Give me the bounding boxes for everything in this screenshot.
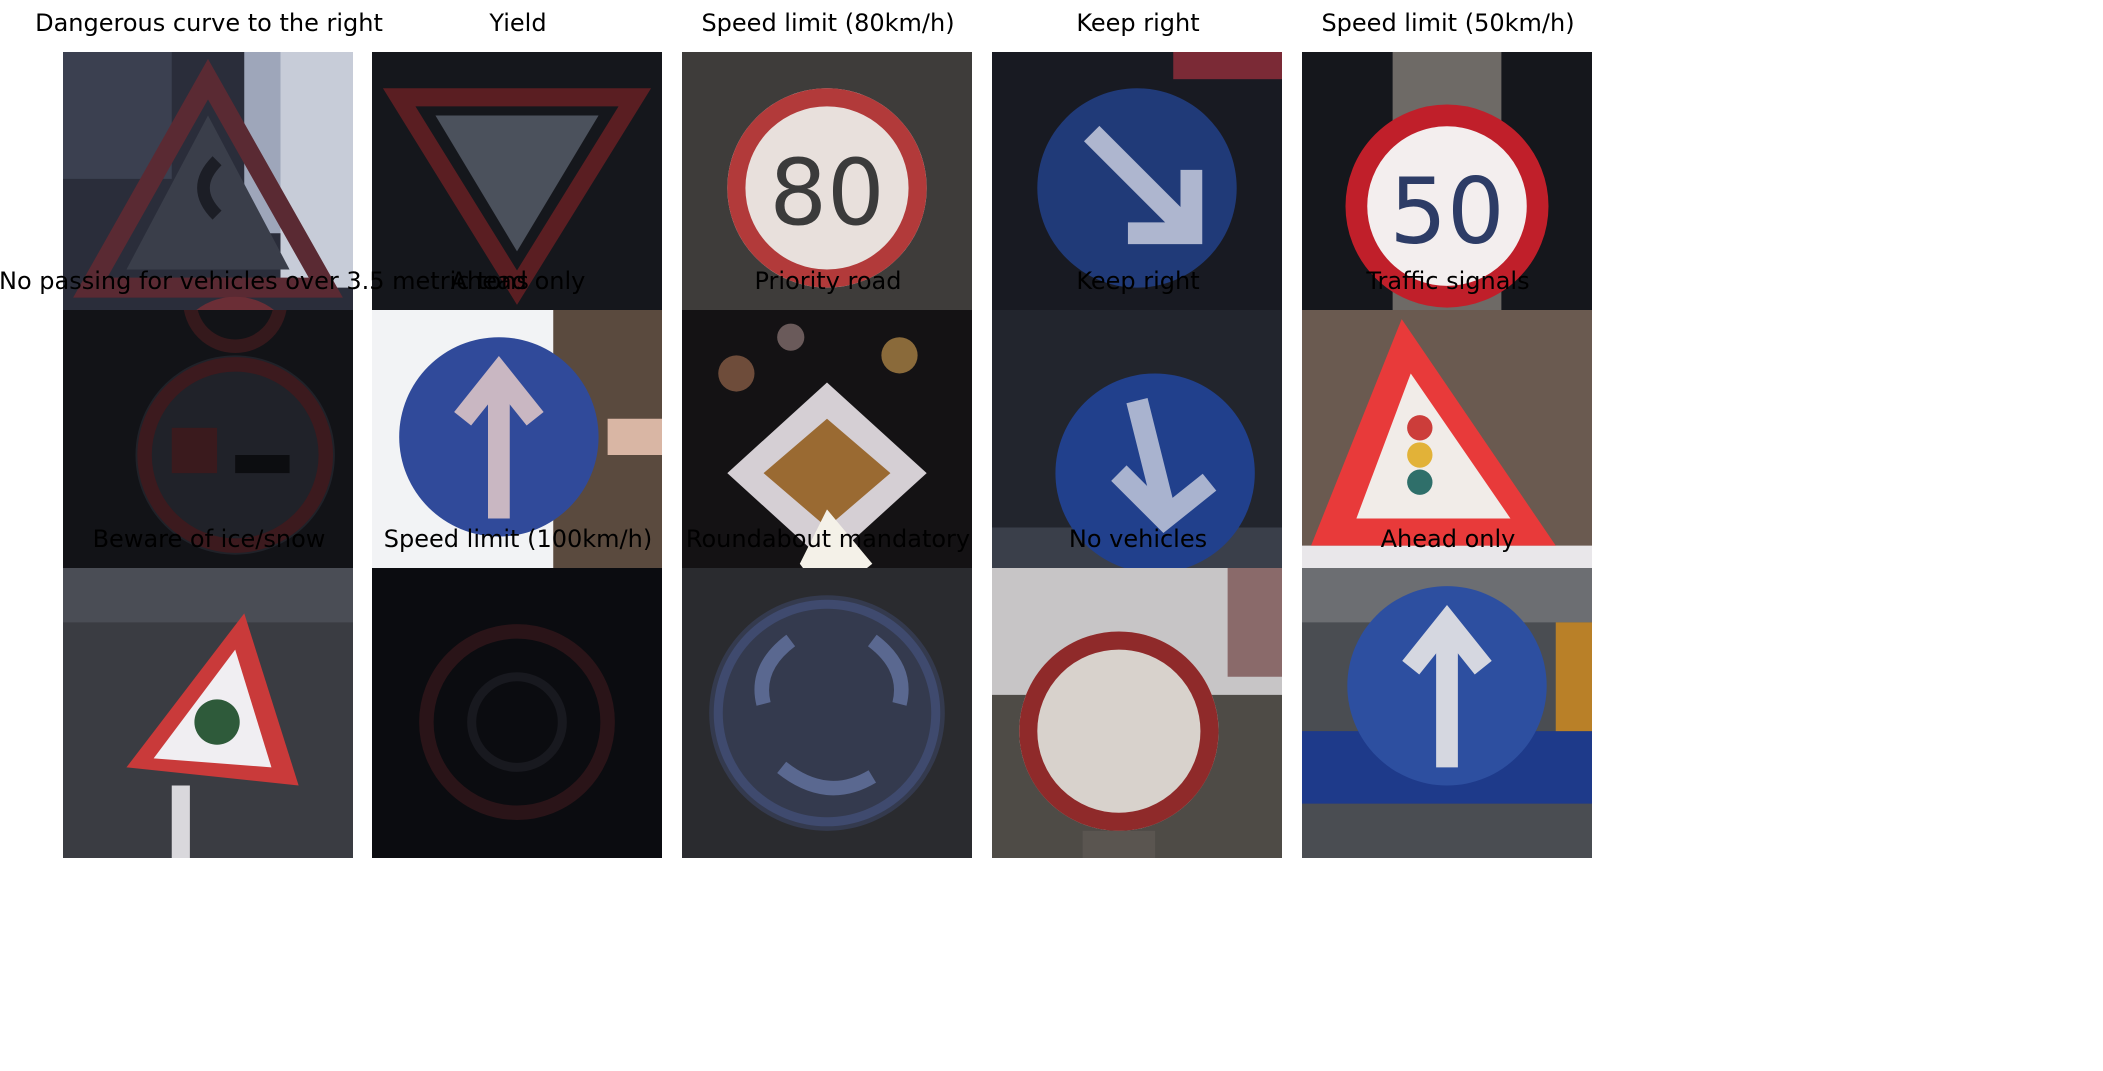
sign-cell: Speed limit (100km/h) [308,524,728,858]
sign-cell: No passing for vehicles over 3.5 metric … [0,266,529,600]
ahead-only-sign-image [372,310,662,600]
sign-cell: Yield [308,8,728,342]
priority-road-sign-image [682,310,972,600]
sign-title: Traffic signals [1366,267,1530,295]
sign-cell: No vehicles [928,524,1348,858]
sign-title: Yield [489,9,547,37]
sign-title: Priority road [754,267,902,295]
sign-cell: Roundabout mandatory [618,524,1038,858]
sign-title: Speed limit (80km/h) [701,9,955,37]
svg-text:50: 50 [1389,159,1504,264]
sign-title: No vehicles [1068,525,1208,553]
sign-cell: Beware of ice/snow [0,524,419,858]
no-passing-trucks-sign-image [63,310,353,600]
sign-title: Speed limit (50km/h) [1321,9,1575,37]
ice-snow-sign-image [63,568,353,858]
sign-cell: Dangerous curve to the right [0,8,419,342]
dangerous-curve-right-sign-image [63,52,353,342]
sign-title: Dangerous curve to the right [35,9,383,37]
sign-title: Keep right [1076,267,1200,295]
sign-title: Roundabout mandatory [685,525,971,553]
svg-text:80: 80 [769,141,884,246]
sign-cell: Speed limit (50km/h) 50 [1238,8,1658,342]
sign-cell: Ahead only [308,266,728,600]
sign-title: Ahead only [450,267,586,295]
no-vehicles-sign-image [992,568,1282,858]
sign-title: Ahead only [1380,525,1516,553]
ahead-only-sign-image [1302,568,1592,858]
sign-cell: Ahead only [1238,524,1658,858]
sign-title: Beware of ice/snow [92,525,326,553]
sign-cell: Priority road [618,266,1038,600]
speed-limit-50-sign-image: 50 [1302,52,1592,342]
sign-cell: Keep right [928,8,1348,342]
speed-limit-100-sign-image [372,568,662,858]
roundabout-sign-image [682,568,972,858]
sign-title: Keep right [1076,9,1200,37]
yield-sign-image [372,52,662,342]
sign-title: Speed limit (100km/h) [383,525,653,553]
keep-right-sign-image [992,52,1282,342]
